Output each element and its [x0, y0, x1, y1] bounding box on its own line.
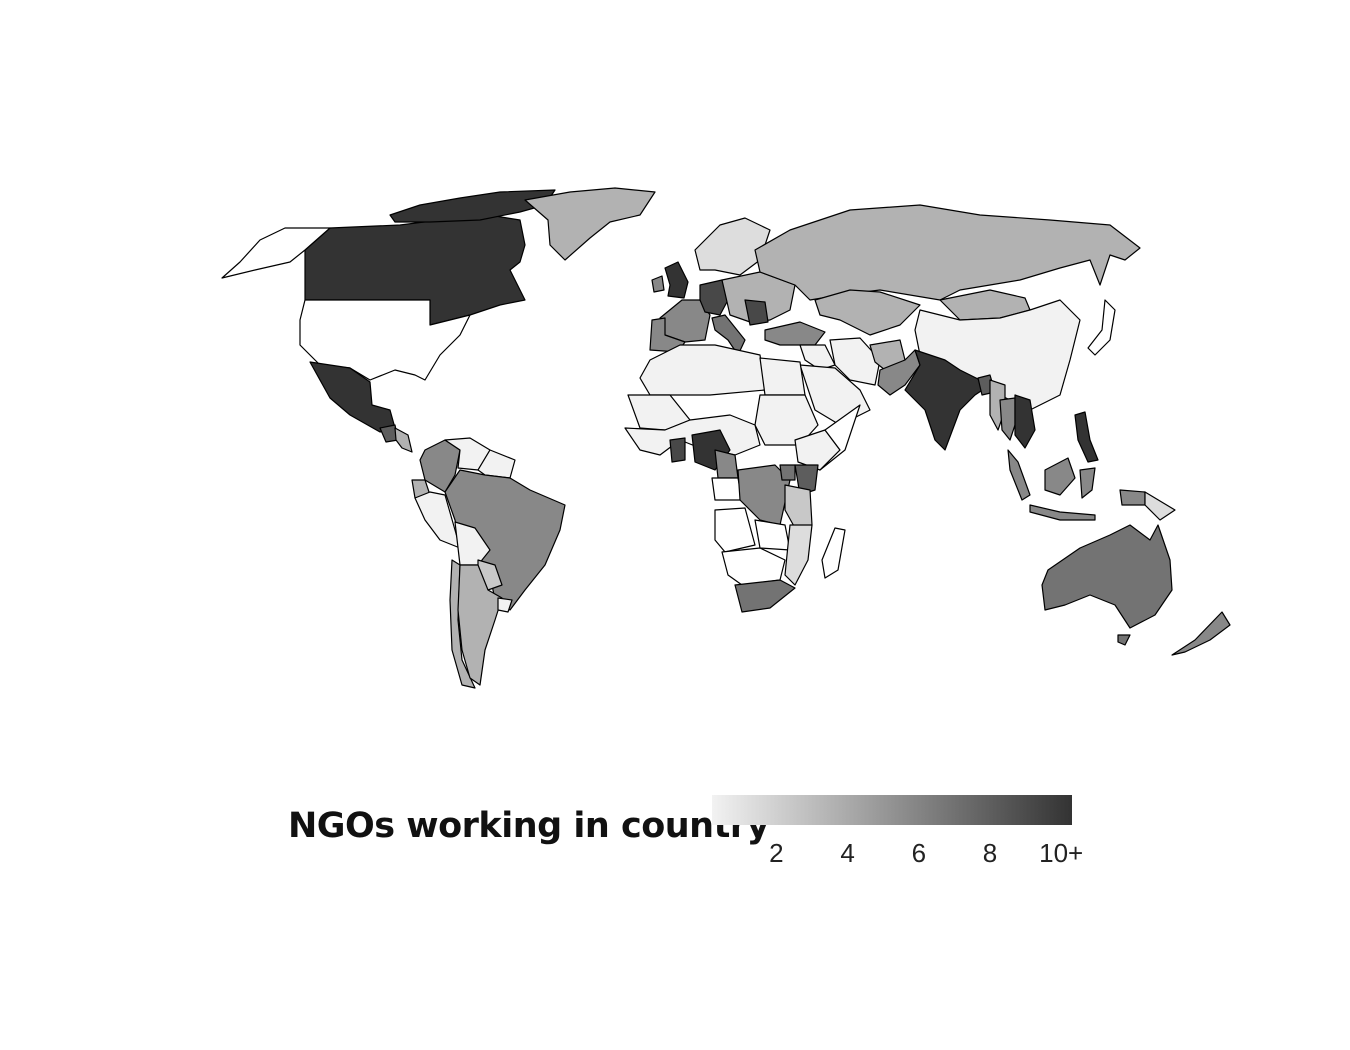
- legend-color-bar: [712, 795, 1072, 825]
- legend-tick-label: 2: [769, 838, 784, 868]
- country-gulf-guinea[interactable]: [711, 477, 743, 501]
- country-japan[interactable]: [1087, 299, 1116, 356]
- country-turkey[interactable]: [764, 321, 826, 346]
- legend-tick-label: 10+: [1039, 838, 1084, 868]
- legend-tick-label: 4: [840, 838, 855, 868]
- country-india[interactable]: [904, 349, 991, 451]
- country-russia[interactable]: [754, 204, 1141, 301]
- country-central-america[interactable]: [394, 427, 413, 453]
- country-uk[interactable]: [664, 261, 689, 299]
- country-bolivia[interactable]: [454, 521, 491, 566]
- country-mozambique[interactable]: [784, 524, 813, 586]
- legend-tick-label: 8: [982, 838, 998, 868]
- country-thailand[interactable]: [999, 397, 1016, 441]
- country-argentina[interactable]: [457, 564, 503, 686]
- country-south-africa[interactable]: [734, 579, 796, 613]
- country-tanzania[interactable]: [784, 484, 813, 529]
- legend-tick-label: 6: [911, 838, 927, 868]
- country-borneo[interactable]: [1044, 457, 1076, 496]
- country-kenya[interactable]: [794, 464, 819, 496]
- country-greenland[interactable]: [524, 187, 656, 261]
- country-philippines[interactable]: [1074, 411, 1099, 463]
- country-ireland[interactable]: [651, 275, 665, 293]
- country-papua-new-guinea[interactable]: [1144, 491, 1176, 521]
- country-mainland-se-asia[interactable]: [1014, 394, 1036, 449]
- country-canada-islands[interactable]: [389, 189, 556, 223]
- country-alaska[interactable]: [221, 227, 331, 279]
- country-uruguay[interactable]: [497, 597, 513, 613]
- country-ghana[interactable]: [669, 437, 686, 463]
- country-spain[interactable]: [649, 317, 686, 353]
- country-somalia[interactable]: [819, 404, 861, 471]
- country-sulawesi[interactable]: [1079, 467, 1096, 499]
- country-kazakhstan[interactable]: [814, 289, 921, 336]
- country-madagascar[interactable]: [821, 527, 846, 579]
- country-egypt[interactable]: [759, 357, 806, 396]
- country-zambia[interactable]: [754, 519, 791, 551]
- country-malaysia-peninsula[interactable]: [1007, 449, 1031, 501]
- country-angola[interactable]: [714, 507, 756, 553]
- country-indonesia[interactable]: [1029, 504, 1096, 521]
- country-usa[interactable]: [299, 299, 471, 381]
- country-australia[interactable]: [1041, 524, 1173, 629]
- country-mexico[interactable]: [309, 361, 396, 433]
- country-new-zealand[interactable]: [1171, 611, 1231, 656]
- country-iran[interactable]: [829, 337, 881, 386]
- country-tasmania[interactable]: [1117, 634, 1131, 646]
- country-namibia-botswana[interactable]: [721, 547, 786, 586]
- country-balkans[interactable]: [744, 299, 769, 326]
- country-uganda[interactable]: [779, 464, 796, 481]
- country-north-africa[interactable]: [639, 344, 766, 396]
- country-pakistan[interactable]: [877, 349, 921, 396]
- country-papua[interactable]: [1119, 489, 1146, 506]
- legend-title: NGOs working in country: [288, 806, 769, 846]
